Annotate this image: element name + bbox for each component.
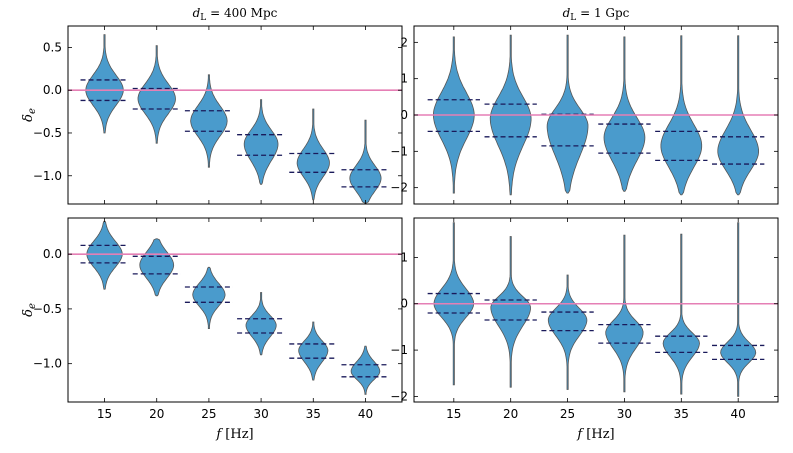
x-tick-label: 35 bbox=[674, 407, 689, 421]
violin-f40 bbox=[350, 345, 381, 395]
y-tick-label: 0.5 bbox=[43, 40, 62, 54]
y-tick-label: 0 bbox=[400, 297, 408, 311]
violin-f35 bbox=[296, 108, 330, 201]
violin-f30 bbox=[243, 99, 279, 185]
x-axis-label: f [Hz] bbox=[576, 427, 614, 442]
x-tick-label: 35 bbox=[306, 407, 321, 421]
violin-f15 bbox=[86, 220, 123, 290]
plot-area bbox=[414, 222, 778, 397]
axes-frame bbox=[413, 217, 779, 403]
panel-title: dL = 1 Gpc bbox=[563, 6, 630, 23]
y-tick-label: −0.5 bbox=[33, 126, 62, 140]
x-tick-label: 15 bbox=[97, 407, 112, 421]
violin-f30 bbox=[245, 292, 277, 356]
y-tick-label: 0.0 bbox=[43, 247, 62, 261]
violin-f25 bbox=[190, 74, 228, 168]
y-tick-label: 1 bbox=[400, 72, 408, 86]
violin-f30 bbox=[603, 36, 646, 192]
plot-area bbox=[414, 34, 778, 196]
y-tick-label: −1 bbox=[390, 144, 408, 158]
x-tick-label: 20 bbox=[149, 407, 164, 421]
violin-f15 bbox=[85, 34, 124, 134]
x-tick-label: 25 bbox=[560, 407, 575, 421]
y-tick-label: −1 bbox=[390, 343, 408, 357]
y-tick-label: 2 bbox=[400, 35, 408, 49]
panel-bottom-left: 15 20 25 30 35 40 0.0 −0.5 −1.0 δe f [Hz] bbox=[21, 217, 403, 442]
axes-frame bbox=[67, 217, 403, 403]
y-tick-label: 1 bbox=[400, 250, 408, 264]
plot-area bbox=[68, 34, 402, 204]
y-tick-label: 0 bbox=[400, 108, 408, 122]
y-tick-label: −1.0 bbox=[33, 357, 62, 371]
violin-f35 bbox=[662, 233, 700, 395]
y-tick-label: 0.0 bbox=[43, 83, 62, 97]
x-tick-label: 40 bbox=[731, 407, 746, 421]
plot-area bbox=[68, 220, 402, 395]
panel-top-right: 2 1 0 −1 −2 dL = 1 Gpc bbox=[390, 6, 779, 205]
y-tick-label: −2 bbox=[390, 181, 408, 195]
y-axis-label: δe bbox=[21, 108, 38, 122]
violin-f35 bbox=[298, 321, 329, 381]
y-tick-label: −0.5 bbox=[33, 302, 62, 316]
y-axis-label: δe bbox=[21, 303, 38, 317]
violin-f40 bbox=[349, 119, 382, 204]
y-tick-label: −2 bbox=[390, 389, 408, 403]
panel-title: dL = 400 Mpc bbox=[193, 6, 278, 23]
panel-bottom-right: 15 20 25 30 35 40 1 0 −1 −2 f [Hz] bbox=[390, 217, 779, 442]
y-tick-label: −1.0 bbox=[33, 169, 62, 183]
panel-top-left: 0.5 0.0 −0.5 −1.0 dL = 400 Mpc δe bbox=[21, 6, 403, 205]
x-tick-label: 20 bbox=[503, 407, 518, 421]
violin-f25 bbox=[192, 266, 226, 329]
violin-f30 bbox=[605, 234, 644, 393]
x-tick-label: 30 bbox=[617, 407, 632, 421]
violin-f20 bbox=[137, 45, 176, 144]
violin-f40 bbox=[720, 222, 757, 397]
x-tick-label: 40 bbox=[358, 407, 373, 421]
violin-f20 bbox=[139, 238, 175, 297]
violin-f20 bbox=[490, 236, 531, 388]
violin-f25 bbox=[547, 274, 588, 390]
x-tick-label: 30 bbox=[253, 407, 268, 421]
axes-frame bbox=[67, 25, 403, 205]
x-axis-label: f [Hz] bbox=[215, 427, 253, 442]
x-tick-label: 25 bbox=[201, 407, 216, 421]
x-tick-label: 15 bbox=[446, 407, 461, 421]
